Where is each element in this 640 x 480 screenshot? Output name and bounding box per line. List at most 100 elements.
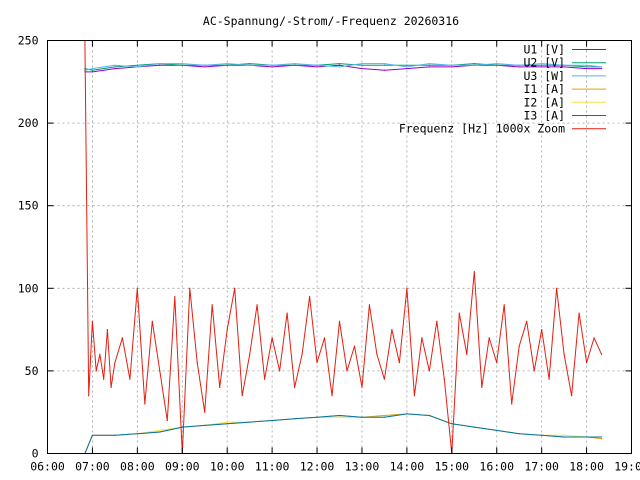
data-point <box>496 362 498 364</box>
data-point <box>159 370 161 372</box>
data-point <box>496 429 498 431</box>
data-point <box>346 370 348 372</box>
data-point <box>114 434 116 436</box>
data-point <box>226 63 228 65</box>
data-point <box>301 353 303 355</box>
data-point <box>451 423 453 425</box>
x-tick-label: 18:00 <box>569 460 604 474</box>
data-point <box>219 386 221 389</box>
data-point <box>338 64 341 66</box>
axis-ticks: 06:00 07:00 08:00 09:00 10:00 11:00 12:00 13:00… <box>18 34 640 474</box>
data-point <box>271 64 273 66</box>
data-point <box>361 67 363 70</box>
data-point <box>383 378 386 380</box>
data-point <box>526 320 528 322</box>
data-point <box>331 395 333 397</box>
legend: U1 [V]U2 [V]U3 [W]I1 [A]I2 [A]I3 [A]Freq… <box>399 43 606 136</box>
x-tick-label: 07:00 <box>75 460 110 474</box>
data-point <box>518 64 520 66</box>
data-point <box>413 395 415 397</box>
data-point <box>383 69 386 71</box>
data-point <box>256 304 258 306</box>
x-tick-label: 09:00 <box>165 460 200 474</box>
data-point <box>181 64 183 66</box>
data-point <box>600 67 603 70</box>
data-point <box>428 414 430 417</box>
data-point <box>361 386 363 389</box>
data-point <box>368 304 371 306</box>
data-point <box>181 63 183 65</box>
data-point <box>211 304 213 306</box>
data-point <box>226 64 228 66</box>
data-point <box>541 329 543 331</box>
data-point <box>88 395 90 397</box>
data-point <box>361 63 363 65</box>
grid-lines <box>47 40 632 454</box>
data-point <box>136 64 138 66</box>
y-tick-label: 100 <box>18 281 39 295</box>
data-point <box>110 386 112 389</box>
data-point <box>271 337 273 339</box>
data-point <box>376 353 378 355</box>
data-point <box>436 320 438 322</box>
data-point <box>271 419 273 422</box>
data-point <box>91 71 94 73</box>
data-point <box>136 287 138 289</box>
data-point <box>338 416 341 418</box>
data-point <box>518 66 520 68</box>
legend-label: I1 [A] <box>523 82 565 96</box>
data-point <box>99 353 101 355</box>
y-tick-label: 250 <box>18 34 39 48</box>
data-point <box>249 353 251 355</box>
data-point <box>308 295 311 298</box>
data-point <box>578 312 580 314</box>
data-point <box>585 64 588 66</box>
data-point <box>226 421 228 423</box>
data-point <box>406 413 408 415</box>
data-point <box>421 337 423 339</box>
data-point <box>511 403 513 405</box>
data-point <box>226 329 228 331</box>
data-point <box>249 63 251 65</box>
data-point <box>338 63 341 65</box>
series-line <box>84 40 603 454</box>
data-point <box>563 353 565 355</box>
data-point <box>428 66 430 68</box>
legend-label: U2 [V] <box>523 56 565 70</box>
data-point <box>593 337 595 339</box>
data-point <box>451 64 453 66</box>
data-point <box>249 64 251 66</box>
data-point <box>541 66 543 68</box>
data-point <box>428 64 430 66</box>
data-point <box>518 433 520 435</box>
data-point <box>159 63 161 65</box>
data-point <box>571 395 573 397</box>
data-point <box>533 370 535 372</box>
data-point <box>91 320 94 322</box>
data-point <box>323 337 326 339</box>
data-point <box>406 67 408 70</box>
data-point <box>473 426 475 428</box>
data-point <box>428 370 430 372</box>
data-point <box>204 64 206 66</box>
data-point <box>286 312 288 314</box>
legend-label: Frequenz [Hz] 1000x Zoom <box>399 122 565 136</box>
data-point <box>91 69 94 71</box>
data-point <box>541 64 543 66</box>
data-point <box>316 64 318 66</box>
data-point <box>361 416 363 418</box>
y-tick-label: 50 <box>25 364 39 378</box>
data-point <box>585 362 588 364</box>
data-point <box>204 411 206 413</box>
data-point <box>136 66 138 68</box>
data-point <box>293 63 296 65</box>
data-point <box>383 416 386 418</box>
series-layer <box>84 39 603 455</box>
data-point <box>114 67 116 70</box>
data-point <box>563 434 565 436</box>
x-tick-label: 16:00 <box>479 460 514 474</box>
data-point <box>121 337 123 339</box>
data-point <box>563 436 565 438</box>
